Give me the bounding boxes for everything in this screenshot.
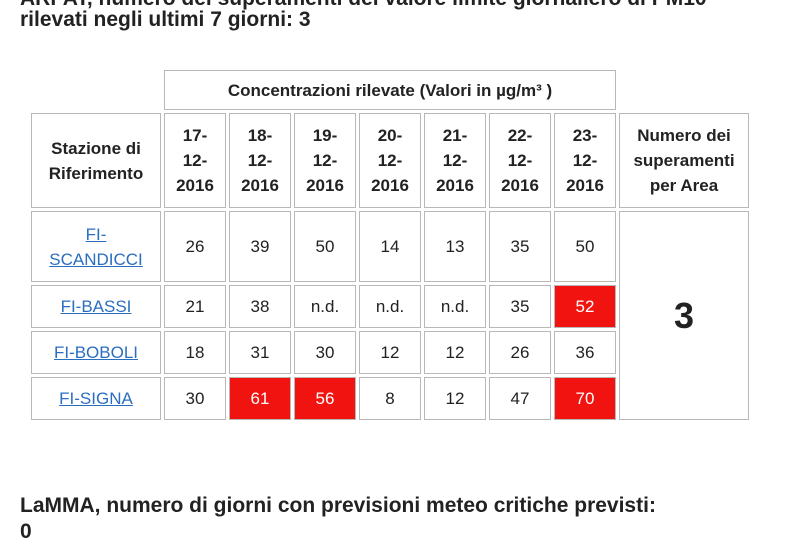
lamma-forecast-value: 0 — [20, 520, 32, 543]
value-cell: n.d. — [424, 285, 486, 328]
station-link-fi-bassi[interactable]: FI-BASSI — [60, 297, 132, 316]
value-cell: 13 — [424, 211, 486, 282]
value-cell: 35 — [489, 285, 551, 328]
value-cell: 8 — [359, 377, 421, 420]
station-header: Stazione di Riferimento — [31, 113, 161, 208]
value-cell: 39 — [229, 211, 291, 282]
value-cell: 26 — [164, 211, 226, 282]
table-row: FI-BOBOLI 18 31 30 12 12 26 36 — [31, 331, 749, 374]
date-header-6: 22- 12- 2016 — [489, 113, 551, 208]
station-cell: FI-BASSI — [31, 285, 161, 328]
value-cell: 26 — [489, 331, 551, 374]
table-corner-blank-right — [619, 70, 749, 110]
value-cell: 31 — [229, 331, 291, 374]
date-header-2: 18- 12- 2016 — [229, 113, 291, 208]
date-header-5: 21- 12- 2016 — [424, 113, 486, 208]
date-header-4: 20- 12- 2016 — [359, 113, 421, 208]
lamma-forecast-heading: LaMMA, numero di giorni con previsioni m… — [20, 494, 656, 517]
table-row: FI-BASSI 21 38 n.d. n.d. n.d. 35 52 — [31, 285, 749, 328]
value-cell: 52 — [554, 285, 616, 328]
value-cell: 12 — [424, 377, 486, 420]
value-cell: 50 — [554, 211, 616, 282]
concentration-header: Concentrazioni rilevate (Valori in µg/m³… — [164, 70, 616, 110]
exceedance-count-heading: rilevati negli ultimi 7 giorni: 3 — [20, 8, 311, 31]
station-link-fi-scandicci[interactable]: FI- SCANDICCI — [49, 224, 143, 269]
top-cut-heading: ARPAT, numero dei superamenti del valore… — [20, 0, 707, 11]
value-cell: 12 — [359, 331, 421, 374]
value-cell: n.d. — [359, 285, 421, 328]
value-cell: 70 — [554, 377, 616, 420]
station-cell: FI- SCANDICCI — [31, 211, 161, 282]
station-cell: FI-BOBOLI — [31, 331, 161, 374]
exceedances-per-area-header: Numero dei superamenti per Area — [619, 113, 749, 208]
value-cell: 61 — [229, 377, 291, 420]
area-total-exceedances: 3 — [619, 211, 749, 420]
pm10-concentration-table: Concentrazioni rilevate (Valori in µg/m³… — [28, 67, 752, 423]
station-cell: FI-SIGNA — [31, 377, 161, 420]
value-cell: 18 — [164, 331, 226, 374]
value-cell: 14 — [359, 211, 421, 282]
table-corner-blank — [31, 70, 161, 110]
value-cell: 50 — [294, 211, 356, 282]
date-header-3: 19- 12- 2016 — [294, 113, 356, 208]
value-cell: 38 — [229, 285, 291, 328]
value-cell: 36 — [554, 331, 616, 374]
value-cell: 56 — [294, 377, 356, 420]
station-link-fi-signa[interactable]: FI-SIGNA — [59, 389, 133, 408]
station-link-fi-boboli[interactable]: FI-BOBOLI — [53, 343, 139, 362]
value-cell: 35 — [489, 211, 551, 282]
table-row: FI-SIGNA 30 61 56 8 12 47 70 — [31, 377, 749, 420]
table-row: FI- SCANDICCI 26 39 50 14 13 35 50 3 — [31, 211, 749, 420]
date-header-1: 17- 12- 2016 — [164, 113, 226, 208]
value-cell: 21 — [164, 285, 226, 328]
value-cell: 30 — [294, 331, 356, 374]
date-header-7: 23- 12- 2016 — [554, 113, 616, 208]
value-cell: n.d. — [294, 285, 356, 328]
value-cell: 12 — [424, 331, 486, 374]
value-cell: 30 — [164, 377, 226, 420]
value-cell: 47 — [489, 377, 551, 420]
